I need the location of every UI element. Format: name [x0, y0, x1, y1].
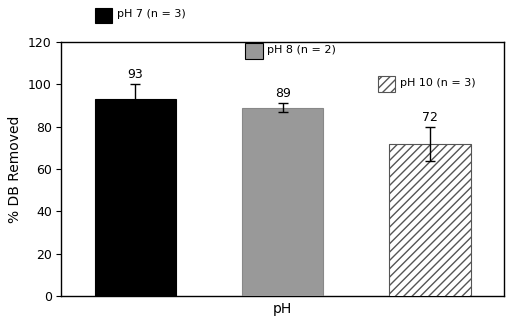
Bar [390, 144, 471, 296]
FancyBboxPatch shape [95, 8, 112, 23]
Text: 93: 93 [127, 68, 143, 81]
Text: pH 8 (n = 2): pH 8 (n = 2) [267, 45, 336, 55]
Text: pH 7 (n = 3): pH 7 (n = 3) [117, 9, 185, 19]
Text: 89: 89 [274, 87, 290, 100]
Text: pH 10 (n = 3): pH 10 (n = 3) [400, 78, 475, 88]
FancyBboxPatch shape [245, 43, 263, 59]
Text: 72: 72 [422, 110, 438, 123]
Bar [242, 108, 323, 296]
FancyBboxPatch shape [378, 76, 395, 92]
Bar [95, 99, 176, 296]
Y-axis label: % DB Removed: % DB Removed [8, 115, 23, 223]
X-axis label: pH: pH [273, 302, 292, 316]
